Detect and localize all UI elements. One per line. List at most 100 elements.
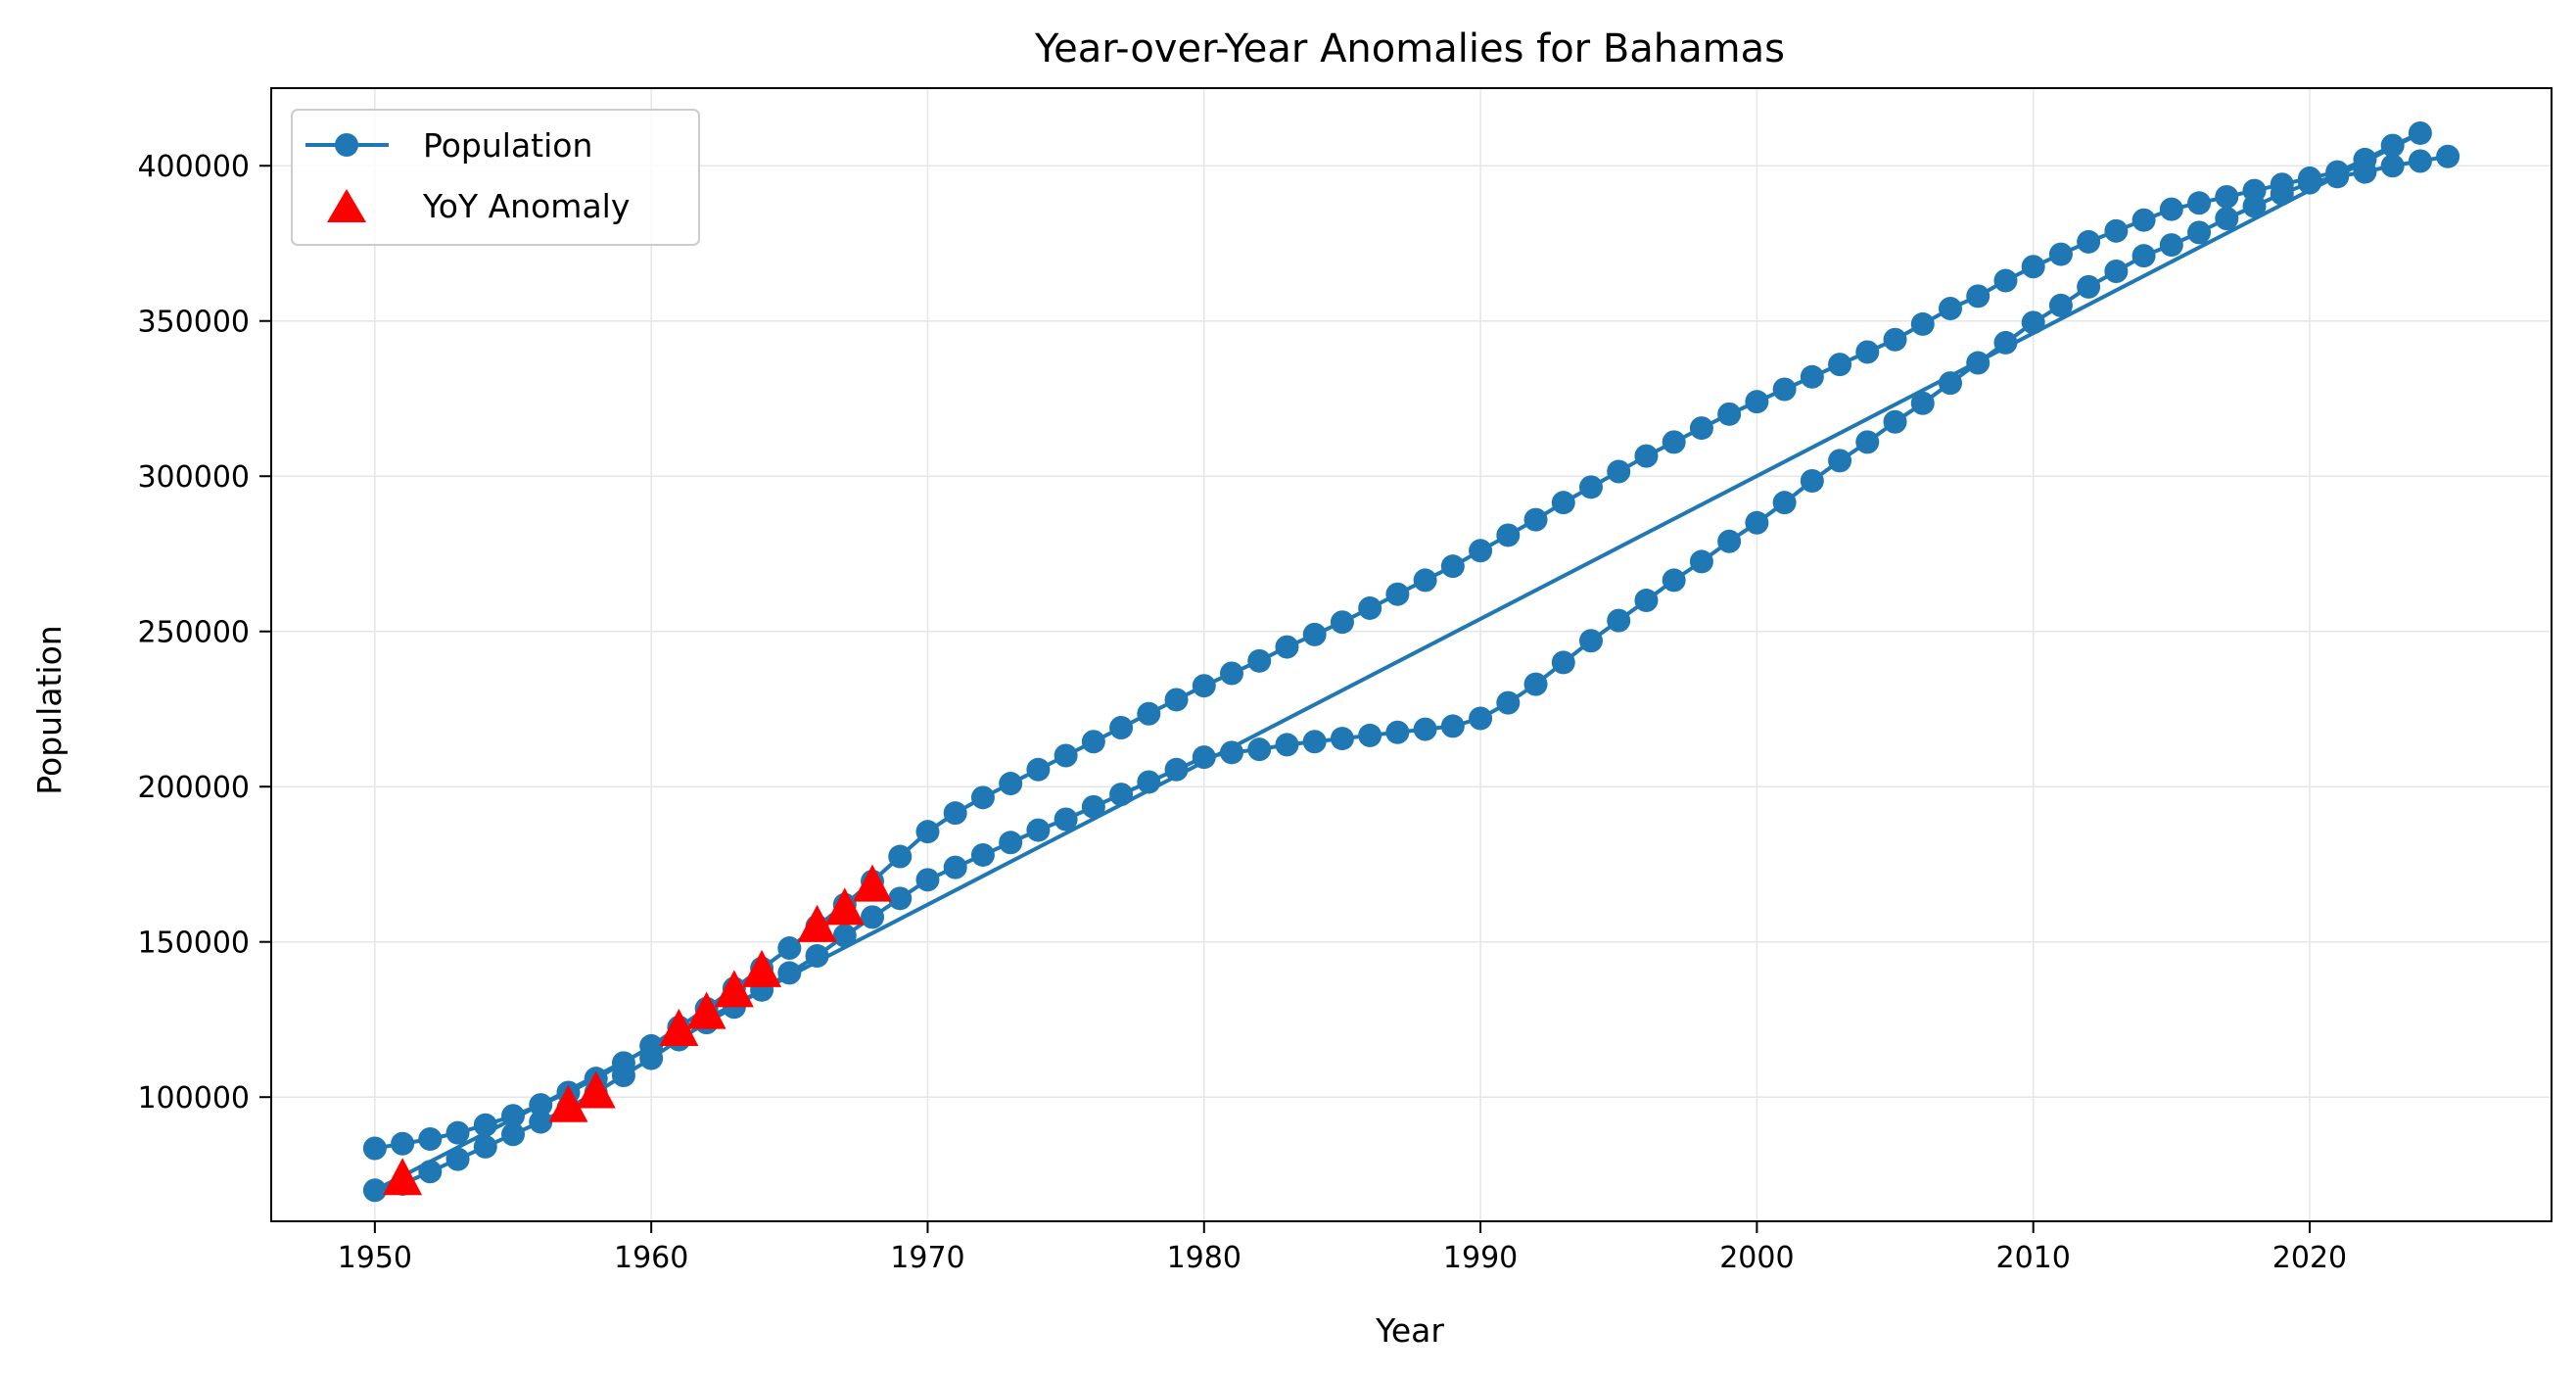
population-point (418, 1160, 443, 1184)
x-tick-label: 2000 (1719, 1241, 1794, 1275)
population-point (915, 820, 940, 844)
population-point (1026, 818, 1051, 842)
population-point (1662, 568, 1686, 593)
population-point (1054, 743, 1078, 768)
population-point (2104, 260, 2129, 284)
population-point (1496, 690, 1521, 715)
population-point (1192, 674, 1216, 698)
axes: 1950 1960 1970 1980 1990 2000 2010 2020 100000 15… (137, 87, 2553, 1275)
population-point (2077, 274, 2101, 299)
population-point (1745, 390, 1769, 414)
population-point (1717, 529, 1742, 553)
population-point (970, 842, 995, 867)
plot-area (362, 120, 2460, 1203)
anomaly-marker (853, 864, 893, 902)
population-point (1523, 672, 1548, 696)
population-point (1302, 730, 1327, 754)
population-point (2297, 170, 2321, 195)
x-tick-label: 2020 (2272, 1241, 2347, 1275)
population-point (943, 801, 967, 826)
x-tick-label: 1960 (614, 1241, 688, 1275)
y-tick-label: 350000 (137, 306, 250, 340)
population-point (1689, 549, 1713, 574)
population-point (1800, 364, 1824, 389)
population-point (445, 1120, 470, 1145)
population-point (1551, 650, 1575, 675)
population-point (2131, 208, 2156, 232)
population-point (2380, 133, 2405, 158)
population-point (1938, 371, 1962, 396)
x-tick-label: 1950 (338, 1241, 412, 1275)
x-axis-title: Year (1375, 1311, 1444, 1350)
population-point (1966, 284, 1991, 309)
y-axis-title: Population (30, 625, 69, 794)
population-point (777, 936, 802, 961)
population-point (1551, 491, 1575, 515)
legend-population-marker (335, 133, 358, 157)
population-point (2187, 220, 2212, 245)
population-point (2380, 154, 2405, 178)
anomaly-marker (824, 887, 865, 926)
population-point (1634, 589, 1659, 613)
population-point (1164, 757, 1189, 782)
anomaly-marker (714, 970, 754, 1008)
x-tick-label: 1990 (1443, 1241, 1518, 1275)
population-point (1164, 688, 1189, 712)
population-point (529, 1110, 553, 1134)
population-point (1026, 757, 1051, 782)
y-tick-label: 300000 (137, 460, 250, 495)
y-tick-label: 200000 (137, 771, 250, 805)
population-point (1607, 459, 1631, 484)
population-point (2048, 242, 2073, 266)
population-point (1275, 733, 1299, 757)
y-tick-label: 250000 (137, 616, 250, 650)
population-point (2187, 191, 2212, 215)
population-point (445, 1147, 470, 1171)
population-point (1910, 311, 1935, 336)
population-point (999, 772, 1023, 796)
legend-anomaly-label: YoY Anomaly (422, 187, 630, 225)
population-point (1855, 430, 1880, 454)
population-point (362, 1178, 387, 1203)
population-point (2021, 255, 2045, 279)
population-point (1220, 740, 1244, 765)
population-point (1717, 402, 1742, 426)
population-point (970, 785, 995, 810)
population-point (1275, 635, 1299, 659)
population-point (1883, 327, 1907, 352)
anomaly-marker (797, 904, 837, 942)
population-point (391, 1131, 415, 1156)
population-point (805, 943, 829, 968)
y-tick-label: 400000 (137, 150, 250, 184)
population-point (1578, 475, 1603, 499)
population-point (2159, 233, 2183, 258)
population-point (1358, 723, 1382, 747)
population-point (1137, 701, 1161, 726)
population-point (1413, 717, 1437, 741)
population-point (473, 1134, 497, 1159)
population-point (2104, 218, 2129, 243)
population-point (1109, 783, 1134, 807)
population-point (1523, 507, 1548, 532)
population-point (1192, 745, 1216, 770)
population-point (1220, 661, 1244, 686)
anomaly-marker (383, 1158, 423, 1196)
population-point (501, 1104, 526, 1128)
population-point (362, 1136, 387, 1161)
grid (271, 88, 2552, 1221)
population-point (1828, 353, 1852, 377)
y-tick-label: 100000 (137, 1081, 250, 1116)
population-point (1993, 330, 2018, 355)
population-point (1385, 720, 1410, 744)
population-point (1689, 416, 1713, 441)
anomaly-marker (576, 1070, 616, 1109)
population-point (1330, 610, 1354, 635)
x-tick-label: 1980 (1167, 1241, 1241, 1275)
population-point (1966, 351, 1991, 375)
population-point (1247, 648, 1272, 673)
population-point (2215, 207, 2239, 231)
population-point (1054, 807, 1078, 832)
population-point (1938, 297, 1962, 321)
y-tick-label: 150000 (137, 927, 250, 961)
